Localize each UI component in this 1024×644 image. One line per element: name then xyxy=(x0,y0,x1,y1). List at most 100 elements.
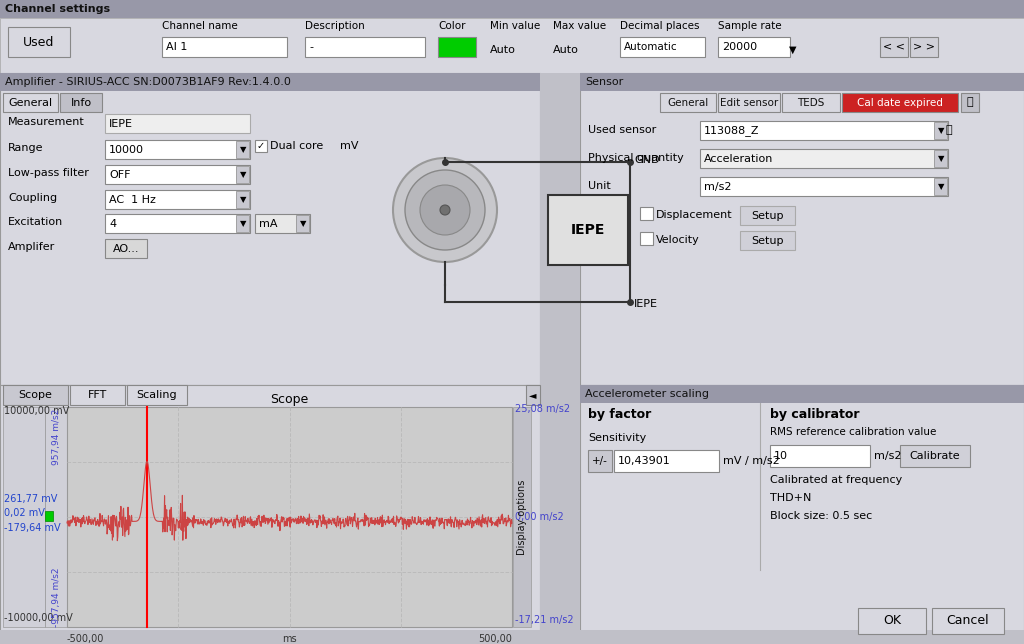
Bar xyxy=(580,73,1024,385)
Text: 4: 4 xyxy=(109,218,116,229)
Bar xyxy=(513,407,531,627)
Bar xyxy=(540,73,580,643)
Text: Sample rate: Sample rate xyxy=(718,21,781,31)
Bar xyxy=(700,149,948,168)
Text: Block size: 0.5 sec: Block size: 0.5 sec xyxy=(770,511,872,521)
Bar xyxy=(961,93,979,112)
Text: Dual core: Dual core xyxy=(270,141,324,151)
Bar xyxy=(718,37,790,57)
Bar xyxy=(740,206,795,225)
Text: 0,02 mV: 0,02 mV xyxy=(4,508,45,518)
Text: 🔍: 🔍 xyxy=(946,125,952,135)
Text: +/-: +/- xyxy=(592,456,608,466)
Bar xyxy=(740,231,795,250)
Bar xyxy=(880,37,908,57)
Bar xyxy=(640,232,653,245)
Text: Edit sensor: Edit sensor xyxy=(720,97,778,108)
Text: ▼: ▼ xyxy=(300,219,306,228)
Text: Sensitivity: Sensitivity xyxy=(588,433,646,443)
Bar xyxy=(700,177,948,196)
Bar xyxy=(580,385,1024,403)
Bar xyxy=(700,121,948,140)
Text: by factor: by factor xyxy=(588,408,651,421)
Text: IEPE: IEPE xyxy=(109,118,133,129)
Bar xyxy=(305,37,425,57)
Text: ▼: ▼ xyxy=(938,182,944,191)
Text: Amplifier - SIRIUS-ACC SN:D0073B1AF9 Rev:1.4.0.0: Amplifier - SIRIUS-ACC SN:D0073B1AF9 Rev… xyxy=(5,77,291,87)
Text: Coupling: Coupling xyxy=(8,193,57,203)
Text: Used: Used xyxy=(24,35,54,48)
Text: -179,64 mV: -179,64 mV xyxy=(4,524,60,533)
Text: Info: Info xyxy=(71,97,91,108)
Bar xyxy=(782,93,840,112)
Text: GND: GND xyxy=(634,155,659,165)
Text: Range: Range xyxy=(8,143,43,153)
Bar xyxy=(67,407,512,627)
Text: ▼: ▼ xyxy=(240,195,246,204)
Bar xyxy=(934,178,947,195)
Bar xyxy=(296,215,309,232)
Text: Cancel: Cancel xyxy=(946,614,989,627)
Bar xyxy=(0,73,540,385)
Bar xyxy=(3,93,58,112)
Bar xyxy=(162,37,287,57)
Text: ✓: ✓ xyxy=(257,141,265,151)
Bar xyxy=(60,93,102,112)
Text: -500,00: -500,00 xyxy=(67,634,104,644)
Text: ▼: ▼ xyxy=(240,145,246,154)
Text: Channel settings: Channel settings xyxy=(5,4,111,14)
Text: Auto: Auto xyxy=(553,45,579,55)
Text: 10: 10 xyxy=(774,451,788,461)
Text: 10,43901: 10,43901 xyxy=(618,456,671,466)
Bar xyxy=(0,0,1024,18)
Text: -17,21 m/s2: -17,21 m/s2 xyxy=(515,615,573,625)
Text: Scaling: Scaling xyxy=(136,390,177,400)
Text: Decimal places: Decimal places xyxy=(620,21,699,31)
Text: Used sensor: Used sensor xyxy=(588,125,656,135)
Bar xyxy=(932,608,1004,634)
Text: TEDS: TEDS xyxy=(798,97,824,108)
Text: 957,94 m/s2: 957,94 m/s2 xyxy=(51,409,60,465)
Text: Description: Description xyxy=(305,21,365,31)
Text: Low-pass filter: Low-pass filter xyxy=(8,168,89,178)
Text: OK: OK xyxy=(883,614,901,627)
Text: Physical quantity: Physical quantity xyxy=(588,153,684,163)
Text: Channel name: Channel name xyxy=(162,21,238,31)
Bar xyxy=(526,385,540,405)
Text: Calibrated at frequency: Calibrated at frequency xyxy=(770,475,902,485)
Text: Accelerometer scaling: Accelerometer scaling xyxy=(585,389,709,399)
Text: Sensor: Sensor xyxy=(585,77,624,87)
Text: 10000,00 mV: 10000,00 mV xyxy=(4,406,70,416)
Text: ms: ms xyxy=(282,634,296,644)
Text: General: General xyxy=(668,97,709,108)
Text: ▼: ▼ xyxy=(938,155,944,164)
Text: Scope: Scope xyxy=(270,392,308,406)
Bar xyxy=(105,239,147,258)
Text: ▼: ▼ xyxy=(790,45,797,55)
Text: Auto: Auto xyxy=(490,45,516,55)
Text: General: General xyxy=(8,97,52,108)
Text: -: - xyxy=(309,42,313,52)
Bar xyxy=(0,18,1024,75)
Bar xyxy=(770,445,870,467)
Bar xyxy=(910,37,938,57)
Text: Acceleration: Acceleration xyxy=(705,153,773,164)
Text: Amplifer: Amplifer xyxy=(8,242,55,252)
Text: 261,77 mV: 261,77 mV xyxy=(4,495,57,504)
Bar xyxy=(45,407,67,627)
Bar xyxy=(236,141,249,158)
Bar xyxy=(255,140,267,152)
Text: 10000: 10000 xyxy=(109,144,144,155)
Text: mV / m/s2: mV / m/s2 xyxy=(723,456,779,466)
Text: Displacement: Displacement xyxy=(656,210,732,220)
Circle shape xyxy=(406,170,485,250)
Circle shape xyxy=(393,158,497,262)
Text: FFT: FFT xyxy=(88,390,108,400)
Bar xyxy=(3,385,68,405)
Text: Color: Color xyxy=(438,21,466,31)
Text: m/s2: m/s2 xyxy=(874,451,901,461)
Bar xyxy=(718,93,780,112)
Text: by calibrator: by calibrator xyxy=(770,408,859,421)
Bar xyxy=(3,407,45,627)
Text: AI 1: AI 1 xyxy=(166,42,187,52)
